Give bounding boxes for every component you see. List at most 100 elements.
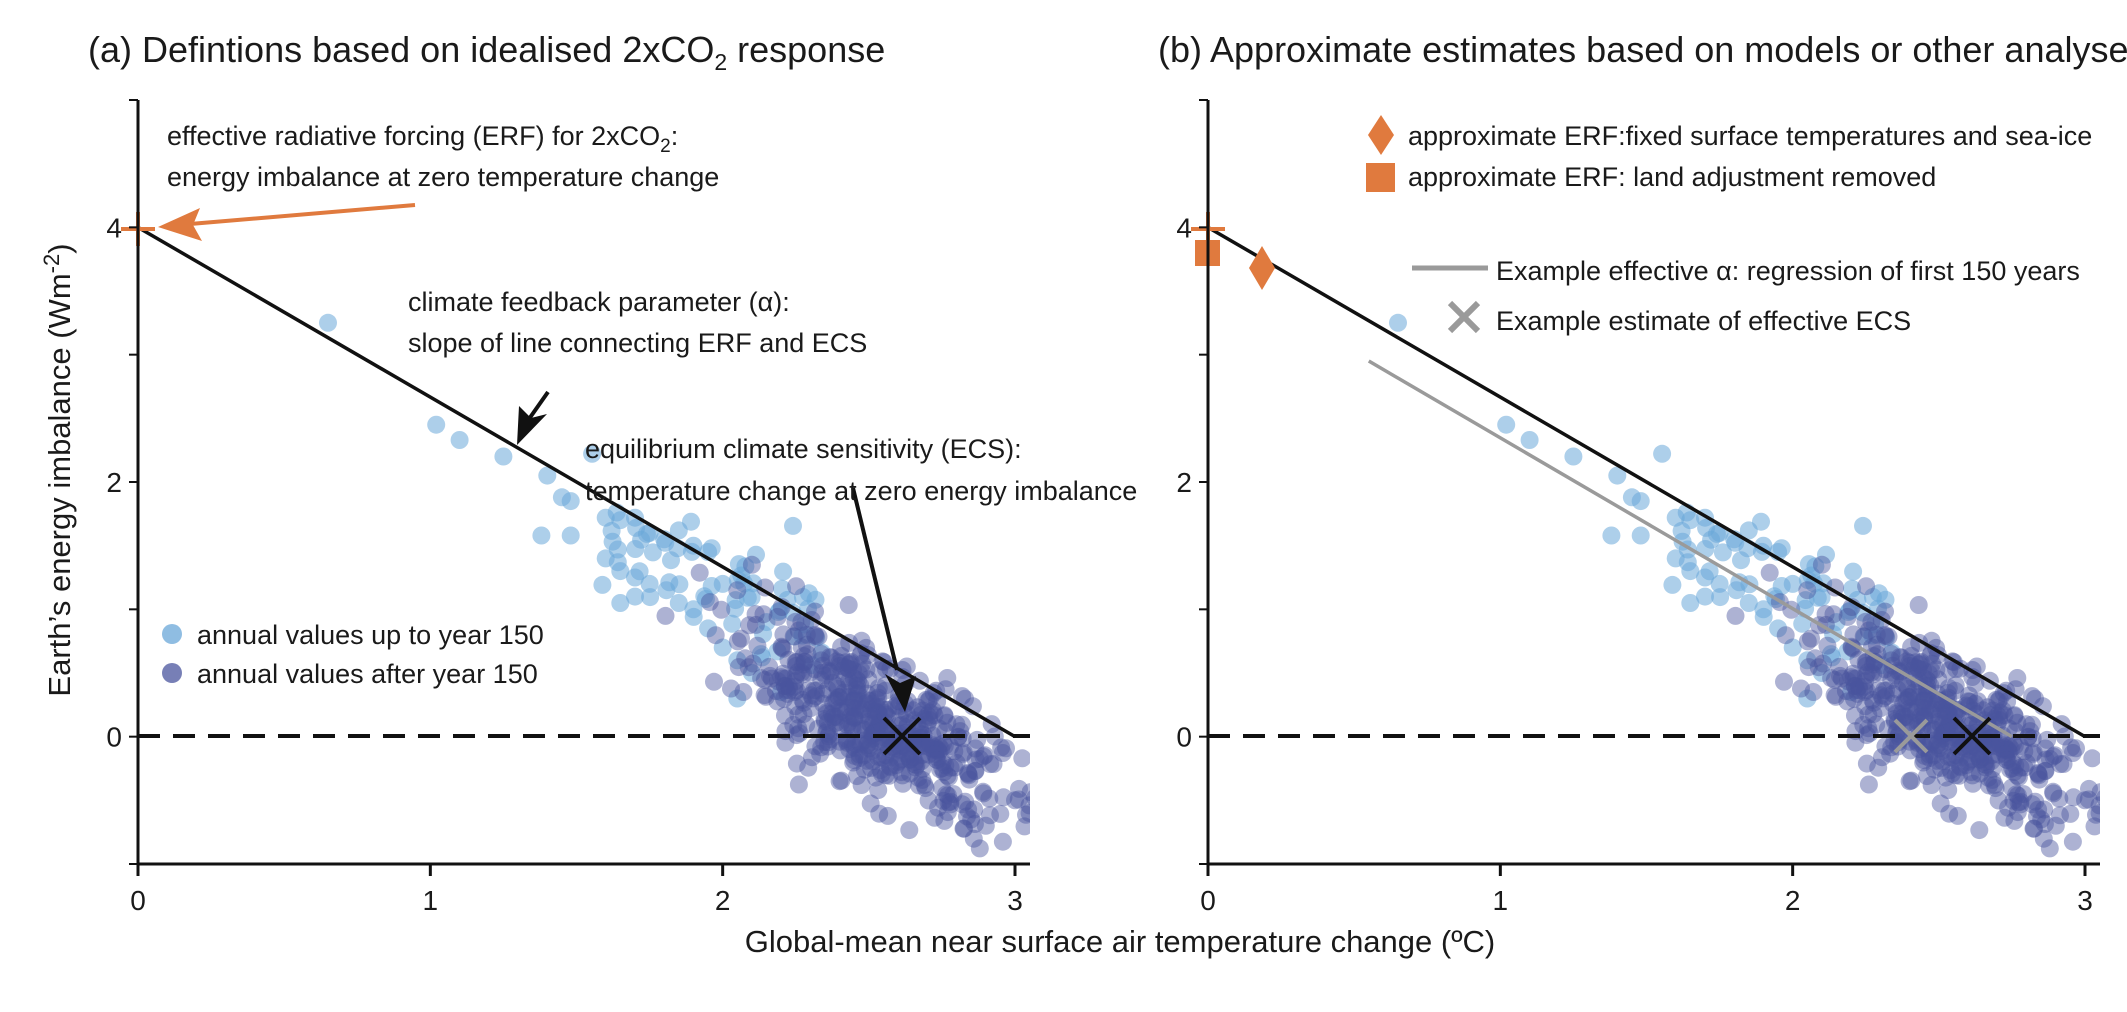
point-late xyxy=(941,737,960,756)
x-tick-label: 0 xyxy=(1200,885,1216,916)
point-late xyxy=(845,738,864,757)
point-late xyxy=(818,713,837,732)
point-early xyxy=(1842,683,1861,702)
point-late xyxy=(926,745,944,764)
point-late xyxy=(1857,656,1876,675)
point-late xyxy=(827,708,846,727)
point-late xyxy=(784,627,803,646)
point-late xyxy=(857,736,876,754)
point-early xyxy=(1812,588,1831,607)
point-late xyxy=(1938,747,1957,766)
point-late xyxy=(2079,790,2098,809)
point-late xyxy=(868,684,887,702)
point-late xyxy=(1906,703,1925,722)
point-late xyxy=(873,720,892,739)
point-late xyxy=(1846,733,1865,752)
point-late xyxy=(915,710,934,728)
point-late xyxy=(1939,704,1958,723)
point-late xyxy=(2029,766,2048,785)
point-late xyxy=(2002,739,2020,758)
point-late xyxy=(1904,683,1923,702)
point-late xyxy=(936,756,955,775)
point-late xyxy=(927,748,946,766)
point-late xyxy=(1995,741,2014,760)
point-late xyxy=(1906,653,1925,672)
point-late xyxy=(2007,785,2026,804)
point-late xyxy=(794,655,813,674)
point-late xyxy=(859,691,877,710)
point-late xyxy=(1960,686,1978,705)
point-late xyxy=(801,663,820,682)
point-late xyxy=(787,754,806,773)
regression-line-b xyxy=(1367,359,2013,739)
point-late xyxy=(1873,748,1891,767)
point-early xyxy=(1608,466,1627,485)
point-late xyxy=(2120,785,2127,803)
point-late xyxy=(1898,691,1916,710)
point-late xyxy=(934,734,953,753)
point-late xyxy=(1825,670,1844,689)
point-early xyxy=(742,588,761,607)
point-late xyxy=(900,821,919,840)
point-late xyxy=(1901,702,1920,721)
point-late xyxy=(830,688,849,707)
point-late xyxy=(2044,747,2063,766)
point-late xyxy=(776,706,794,725)
point-late xyxy=(797,625,816,644)
point-late xyxy=(869,704,888,723)
point-late xyxy=(774,639,793,658)
point-late xyxy=(857,694,876,713)
point-late xyxy=(836,653,855,672)
point-late xyxy=(1877,681,1896,700)
point-late xyxy=(851,647,870,665)
point-late xyxy=(876,681,895,700)
point-late xyxy=(933,753,952,771)
point-early xyxy=(812,643,831,662)
point-late xyxy=(861,794,880,813)
point-late xyxy=(1925,760,1944,779)
point-early xyxy=(593,575,612,594)
point-late xyxy=(869,704,888,723)
point-late xyxy=(1806,649,1825,668)
point-late xyxy=(1983,770,2002,789)
point-late xyxy=(1847,681,1866,699)
point-early xyxy=(1631,492,1650,511)
point-late xyxy=(1897,677,1916,696)
point-late xyxy=(861,736,879,755)
point-late xyxy=(2067,739,2085,758)
point-early xyxy=(1752,512,1770,531)
point-late xyxy=(1999,736,2018,755)
point-late xyxy=(852,776,871,794)
point-late xyxy=(1975,755,1994,774)
point-late xyxy=(858,684,876,703)
point-late xyxy=(935,811,954,830)
point-late xyxy=(1809,658,1828,677)
point-late xyxy=(965,815,984,833)
point-late xyxy=(966,761,985,780)
point-late xyxy=(1888,680,1907,699)
point-late xyxy=(915,775,934,794)
point-late xyxy=(1846,706,1864,725)
point-late xyxy=(868,747,887,766)
point-late xyxy=(906,758,925,777)
point-late xyxy=(1959,692,1978,711)
point-late xyxy=(892,750,911,769)
point-late xyxy=(1792,679,1810,698)
point-late xyxy=(1957,696,1976,715)
point-late xyxy=(1884,694,1903,713)
point-late xyxy=(869,678,888,697)
point-early xyxy=(1772,539,1791,558)
point-late xyxy=(1950,766,1969,785)
point-early xyxy=(1812,664,1831,682)
point-late xyxy=(1857,726,1876,745)
point-late xyxy=(799,681,818,700)
point-late xyxy=(918,706,937,725)
point-late xyxy=(1867,625,1886,644)
point-early xyxy=(1798,689,1817,708)
point-late xyxy=(891,708,910,727)
point-late xyxy=(849,671,867,690)
point-late xyxy=(879,700,897,719)
point-late xyxy=(809,627,828,646)
point-early xyxy=(1663,575,1682,594)
point-late xyxy=(1927,751,1946,770)
